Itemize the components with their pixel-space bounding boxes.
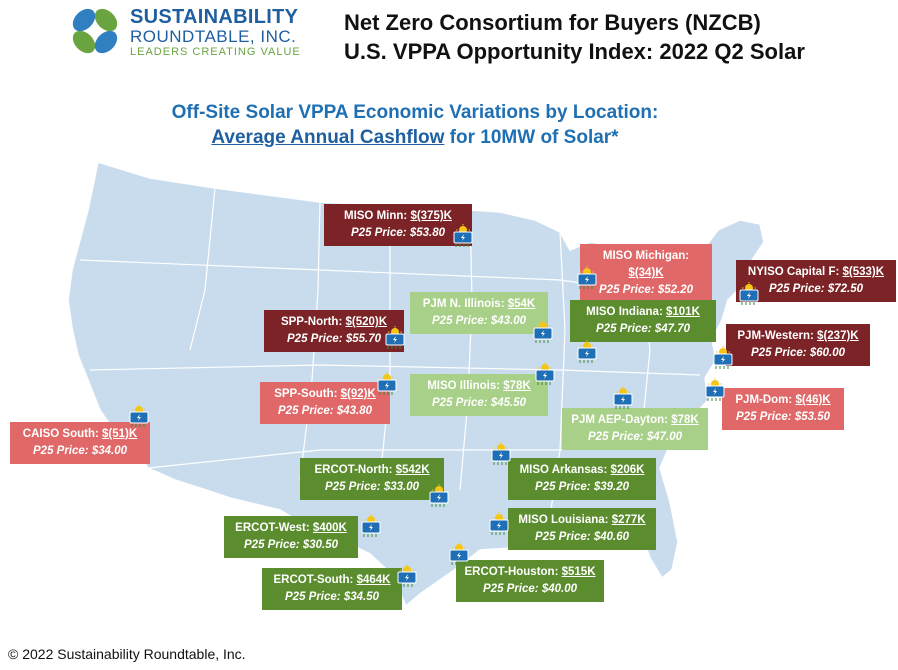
- subtitle-line1: Off-Site Solar VPPA Economic Variations …: [171, 102, 659, 123]
- region-miso-illinois: MISO Illinois: $78K P25 Price: $45.50: [410, 374, 548, 416]
- solar-panel-icon: [532, 320, 554, 344]
- solar-panel-icon: [376, 372, 398, 396]
- solar-panel-icon: [576, 266, 598, 290]
- sustainability-roundtable-logo: SUSTAINABILITY ROUNDTABLE, INC. LEADERS …: [64, 0, 320, 66]
- solar-panel-icon: [712, 346, 734, 370]
- solar-panel-icon: [128, 404, 150, 428]
- solar-panel-icon: [428, 484, 450, 508]
- solar-panel-icon: [612, 386, 634, 410]
- region-miso-michigan: MISO Michigan: $(34)K P25 Price: $52.20: [580, 244, 712, 303]
- solar-panel-icon: [448, 542, 470, 566]
- region-ercot-houston: ERCOT-Houston: $515K P25 Price: $40.00: [456, 560, 604, 602]
- copyright-footer: © 2022 Sustainability Roundtable, Inc.: [8, 646, 246, 662]
- logo-tagline: LEADERS CREATING VALUE: [130, 46, 301, 58]
- logo-leaves-icon: [72, 8, 118, 54]
- region-ercot-north: ERCOT-North: $542K P25 Price: $33.00: [300, 458, 444, 500]
- solar-panel-icon: [396, 564, 418, 588]
- region-spp-south: SPP-South: $(92)K P25 Price: $43.80: [260, 382, 390, 424]
- solar-panel-icon: [738, 282, 760, 306]
- solar-panel-icon: [704, 378, 726, 402]
- solar-panel-icon: [576, 340, 598, 364]
- solar-panel-icon: [360, 514, 382, 538]
- region-pjm-aep-dayton: PJM AEP-Dayton: $78K P25 Price: $47.00: [562, 408, 708, 450]
- logo-text-line2: ROUNDTABLE, INC.: [130, 27, 297, 46]
- solar-panel-icon: [384, 326, 406, 350]
- solar-panel-icon: [452, 224, 474, 248]
- title-line2: U.S. VPPA Opportunity Index: 2022 Q2 Sol…: [344, 39, 805, 64]
- subtitle-rest: for 10MW of Solar*: [444, 127, 619, 148]
- subtitle-line2: Average Annual Cashflow for 10MW of Sola…: [0, 125, 830, 150]
- region-miso-minn: MISO Minn: $(375)K P25 Price: $53.80: [324, 204, 472, 246]
- region-ercot-south: ERCOT-South: $464K P25 Price: $34.50: [262, 568, 402, 610]
- region-pjm-n-illinois: PJM N. Illinois: $54K P25 Price: $43.00: [410, 292, 548, 334]
- region-pjm-western: PJM-Western: $(237)K P25 Price: $60.00: [726, 324, 870, 366]
- region-nyiso-capital-f: NYISO Capital F: $(533)K P25 Price: $72.…: [736, 260, 896, 302]
- subtitle-underlined: Average Annual Cashflow: [211, 127, 445, 148]
- region-miso-arkansas: MISO Arkansas: $206K P25 Price: $39.20: [508, 458, 656, 500]
- solar-panel-icon: [490, 442, 512, 466]
- page-title: Net Zero Consortium for Buyers (NZCB) U.…: [344, 8, 805, 66]
- logo-text-line1: SUSTAINABILITY: [130, 6, 299, 28]
- region-spp-north: SPP-North: $(520)K P25 Price: $55.70: [264, 310, 404, 352]
- region-ercot-west: ERCOT-West: $400K P25 Price: $30.50: [224, 516, 358, 558]
- map-subtitle: Off-Site Solar VPPA Economic Variations …: [0, 100, 830, 150]
- region-miso-louisiana: MISO Louisiana: $277K P25 Price: $40.60: [508, 508, 656, 550]
- region-caiso-south: CAISO South: $(51)K P25 Price: $34.00: [10, 422, 150, 464]
- title-line1: Net Zero Consortium for Buyers (NZCB): [344, 10, 761, 35]
- solar-panel-icon: [534, 362, 556, 386]
- solar-panel-icon: [488, 512, 510, 536]
- region-pjm-dom: PJM-Dom: $(46)K P25 Price: $53.50: [722, 388, 844, 430]
- region-miso-indiana: MISO Indiana: $101K P25 Price: $47.70: [570, 300, 716, 342]
